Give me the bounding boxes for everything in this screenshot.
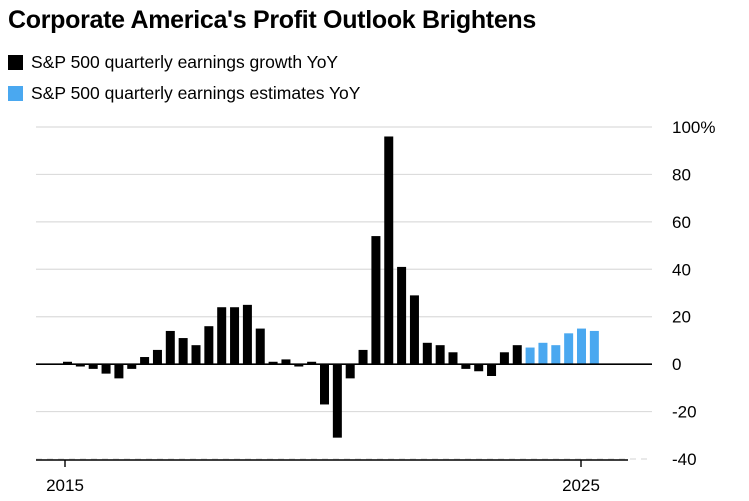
legend-swatch-estimate [8, 86, 23, 101]
y-tick-label: 40 [672, 260, 691, 279]
y-tick-label: 60 [672, 213, 691, 232]
y-tick-label: 100% [672, 118, 715, 137]
legend-item-estimate: S&P 500 quarterly earnings estimates YoY [8, 83, 360, 104]
bar-actual [281, 359, 291, 365]
bar-actual [307, 361, 317, 365]
bar-estimate [564, 333, 574, 365]
bar-actual [75, 364, 85, 367]
bar-actual [114, 364, 124, 379]
bar-actual [204, 326, 214, 365]
bar-estimate [538, 342, 548, 365]
bar-actual [435, 345, 445, 365]
bar-actual [88, 364, 98, 369]
bar-actual [320, 364, 329, 405]
bar-actual [217, 307, 227, 365]
legend-label-estimate: S&P 500 quarterly earnings estimates YoY [31, 83, 361, 103]
bar-actual [474, 364, 484, 372]
bar-actual [461, 364, 471, 369]
bar-actual [448, 352, 458, 365]
bar-estimate [551, 345, 561, 365]
bar-actual [140, 357, 150, 365]
bar-actual [268, 361, 278, 365]
bar-actual [63, 361, 72, 365]
bar-actual [512, 345, 522, 365]
bar-actual [409, 295, 419, 365]
bar-estimate [525, 347, 535, 365]
y-tick-label: -20 [672, 403, 697, 422]
bar-actual [242, 304, 252, 365]
y-tick-label: 0 [672, 355, 681, 374]
chart-title: Corporate America's Profit Outlook Brigh… [8, 6, 537, 34]
bar-actual [152, 349, 162, 365]
y-tick-label: 20 [672, 308, 691, 327]
bar-actual [487, 364, 497, 376]
bar-actual [127, 364, 137, 369]
bar-actual [397, 266, 407, 365]
bar-actual [422, 342, 432, 365]
x-tick-label: 2015 [46, 476, 84, 495]
legend-swatch-actual [8, 55, 23, 70]
bar-actual [358, 349, 368, 365]
bar-actual [101, 364, 111, 374]
bar-actual [345, 364, 355, 379]
bar-actual [499, 352, 509, 365]
legend-item-actual: S&P 500 quarterly earnings growth YoY [8, 52, 338, 73]
y-tick-label: -40 [672, 450, 697, 469]
bar-actual [230, 307, 240, 365]
bar-actual [294, 364, 304, 367]
bar-actual [191, 345, 201, 365]
bar-actual [371, 236, 381, 365]
legend-label-actual: S&P 500 quarterly earnings growth YoY [31, 52, 339, 72]
bar-actual [165, 330, 175, 365]
bar-actual [332, 364, 342, 438]
bar-estimate [589, 330, 599, 365]
bar-actual [384, 136, 394, 365]
x-tick-label: 2025 [562, 476, 600, 495]
bar-actual [178, 338, 188, 365]
bar-actual [255, 328, 265, 365]
bar-estimate [577, 328, 586, 365]
y-tick-label: 80 [672, 165, 691, 184]
